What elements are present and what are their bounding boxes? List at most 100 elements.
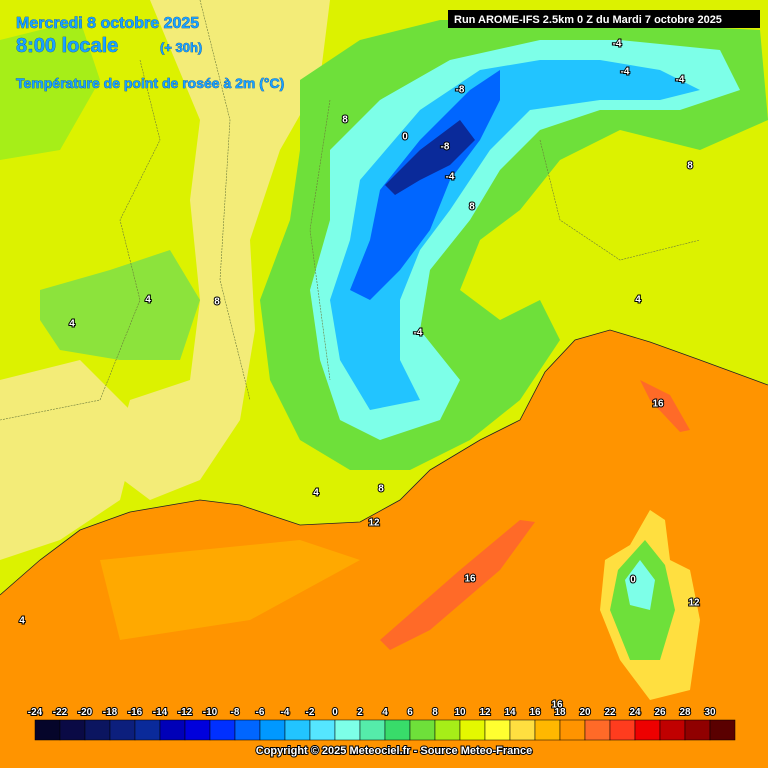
contour-label: 16 — [464, 574, 476, 585]
coldest-region — [385, 120, 475, 195]
legend-tick-label: 4 — [382, 707, 388, 718]
contour-label: -4 — [414, 328, 423, 339]
legend-swatch — [509, 719, 536, 741]
contour-label: 16 — [652, 399, 664, 410]
legend-swatch — [709, 719, 736, 741]
borders — [0, 0, 701, 421]
contour-label: -8 — [441, 142, 450, 153]
legend-swatch — [84, 719, 111, 741]
run-info: Run AROME-IFS 2.5km 0 Z du Mardi 7 octob… — [454, 14, 722, 26]
map-parameter: Température de point de rosée à 2m (°C) — [16, 75, 284, 91]
legend-tick-label: 0 — [332, 707, 338, 718]
legend-tick-label: -14 — [153, 707, 168, 718]
warm-sea — [640, 380, 690, 432]
coastline — [0, 329, 768, 596]
legend-tick-label: -22 — [53, 707, 68, 718]
sea-cooler — [100, 540, 360, 640]
legend-swatch — [334, 719, 361, 741]
contour-label: 12 — [688, 598, 700, 609]
contour-label: -4 — [446, 172, 455, 183]
corsica-peak — [625, 560, 655, 610]
legend-tick-label: 26 — [654, 707, 666, 718]
legend-swatch — [284, 719, 311, 741]
contour-label: 8 — [378, 484, 384, 495]
contour-label: -8 — [456, 85, 465, 96]
legend-swatch — [159, 719, 186, 741]
legend-swatch — [359, 719, 386, 741]
map-date: Mercredi 8 octobre 2025 — [16, 15, 199, 32]
contour-label: 4 — [19, 616, 25, 627]
legend-swatch — [209, 719, 236, 741]
legend-tick-label: -10 — [203, 707, 218, 718]
contour-labels: 8 -8 -4 -4 -4 0 -8 -4 8 8 4 4 8 4 -4 16 … — [18, 38, 701, 712]
contour-label: -4 — [676, 75, 685, 86]
legend-swatch — [534, 719, 561, 741]
legend-tick-label: 2 — [357, 707, 363, 718]
contour-label: 4 — [69, 319, 75, 330]
sea — [0, 330, 768, 768]
legend-tick-label: 8 — [432, 707, 438, 718]
legend-swatch — [634, 719, 661, 741]
legend-tick-label: -24 — [28, 707, 43, 718]
legend-tick-label: 24 — [629, 707, 641, 718]
legend-swatch — [384, 719, 411, 741]
legend-swatch — [259, 719, 286, 741]
warm-sea — [380, 520, 535, 650]
legend-tick-label: -8 — [231, 707, 240, 718]
legend-tick-label: 12 — [479, 707, 491, 718]
legend-swatch — [684, 719, 711, 741]
legend-swatch — [109, 719, 136, 741]
legend-tick-label: 18 — [554, 707, 566, 718]
legend-swatch — [59, 719, 86, 741]
pale-region — [110, 0, 330, 500]
contour-label: 8 — [469, 202, 475, 213]
contour-label: 12 — [368, 518, 380, 529]
legend-tick-label: 6 — [407, 707, 413, 718]
contour-label: 8 — [214, 297, 220, 308]
legend-tick-label: 20 — [579, 707, 591, 718]
contour-label: 8 — [687, 161, 693, 172]
legend-tick-label: 22 — [604, 707, 616, 718]
legend-swatch — [184, 719, 211, 741]
legend-tick-label: 28 — [679, 707, 691, 718]
legend-swatch — [659, 719, 686, 741]
legend-swatch — [559, 719, 586, 741]
contour-label: 8 — [342, 115, 348, 126]
map-time: 8:00 locale — [16, 35, 118, 57]
legend-swatch — [309, 719, 336, 741]
legend-swatch — [234, 719, 261, 741]
contour-label: -4 — [621, 67, 630, 78]
legend-tick-label: -12 — [178, 707, 193, 718]
contour-label: 4 — [145, 295, 151, 306]
legend-tick-label: 10 — [454, 707, 466, 718]
legend-tick-label: 30 — [704, 707, 716, 718]
color-legend: -24 -22 -20 -18 -16 -14 -12 -10 -8 -6 -4 -2 0 2 4 6 8 10 1… — [27, 706, 736, 741]
run-box — [448, 10, 760, 28]
legend-tick-label: -18 — [103, 707, 118, 718]
legend-swatch — [609, 719, 636, 741]
legend-tick-label: -2 — [306, 707, 315, 718]
legend-swatch — [584, 719, 611, 741]
pale-region — [0, 360, 140, 560]
legend-swatch — [459, 719, 486, 741]
contour-label: 4 — [313, 488, 319, 499]
map-lead: (+ 30h) — [160, 40, 202, 55]
contour-label: -4 — [613, 39, 622, 50]
contour-label: 4 — [635, 295, 641, 306]
green-region — [40, 250, 200, 360]
legend-swatch — [484, 719, 511, 741]
legend-tick-label: -20 — [78, 707, 93, 718]
legend-tick-label: 16 — [529, 707, 541, 718]
legend-tick-label: -16 — [128, 707, 143, 718]
contour-label: 0 — [630, 575, 636, 586]
copyright: Copyright © 2025 Meteociel.fr - Source M… — [256, 745, 532, 757]
green-region — [0, 20, 100, 160]
contour-label: 16 — [551, 700, 563, 711]
legend-swatch — [434, 719, 461, 741]
contour-label: 0 — [402, 132, 408, 143]
legend-tick-label: -6 — [256, 707, 265, 718]
legend-tick-label: -4 — [281, 707, 290, 718]
legend-swatch — [34, 719, 61, 741]
